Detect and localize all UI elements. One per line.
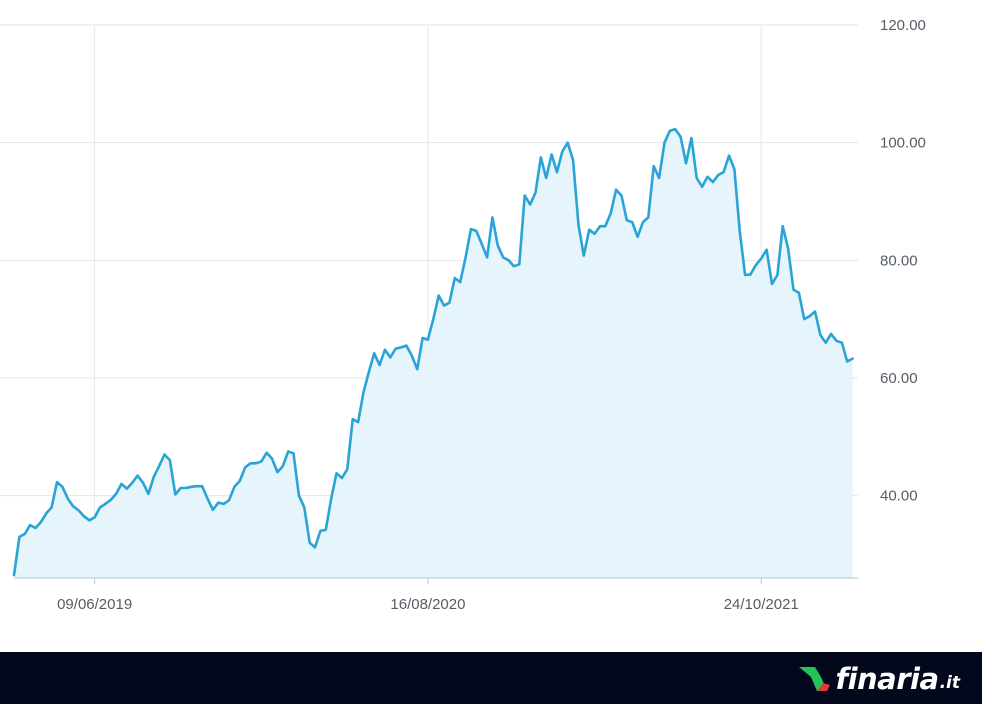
finaria-logo[interactable]: finaria .it xyxy=(799,662,960,696)
series-area-fill xyxy=(14,129,853,578)
x-tick-label: 09/06/2019 xyxy=(57,596,132,613)
chart-svg: 40.00 60.00 80.00 100.00 120.00 09/06/2019 16/… xyxy=(0,17,926,613)
y-tick-label: 100.00 xyxy=(880,135,926,152)
series-line xyxy=(12,127,854,577)
finaria-logo-icon xyxy=(799,667,831,691)
x-tick-label: 16/08/2020 xyxy=(390,596,465,613)
brand-name: finaria xyxy=(835,662,939,696)
y-tick-label: 120.00 xyxy=(880,17,926,34)
footer-bar: finaria .it xyxy=(0,652,982,704)
brand-tld: .it xyxy=(939,673,960,693)
y-tick-label: 80.00 xyxy=(880,252,918,269)
price-chart: 40.00 60.00 80.00 100.00 120.00 09/06/2019 16/… xyxy=(0,17,926,613)
y-tick-label: 60.00 xyxy=(880,370,918,387)
y-tick-label: 40.00 xyxy=(880,488,918,505)
x-tick-label: 24/10/2021 xyxy=(724,596,799,613)
